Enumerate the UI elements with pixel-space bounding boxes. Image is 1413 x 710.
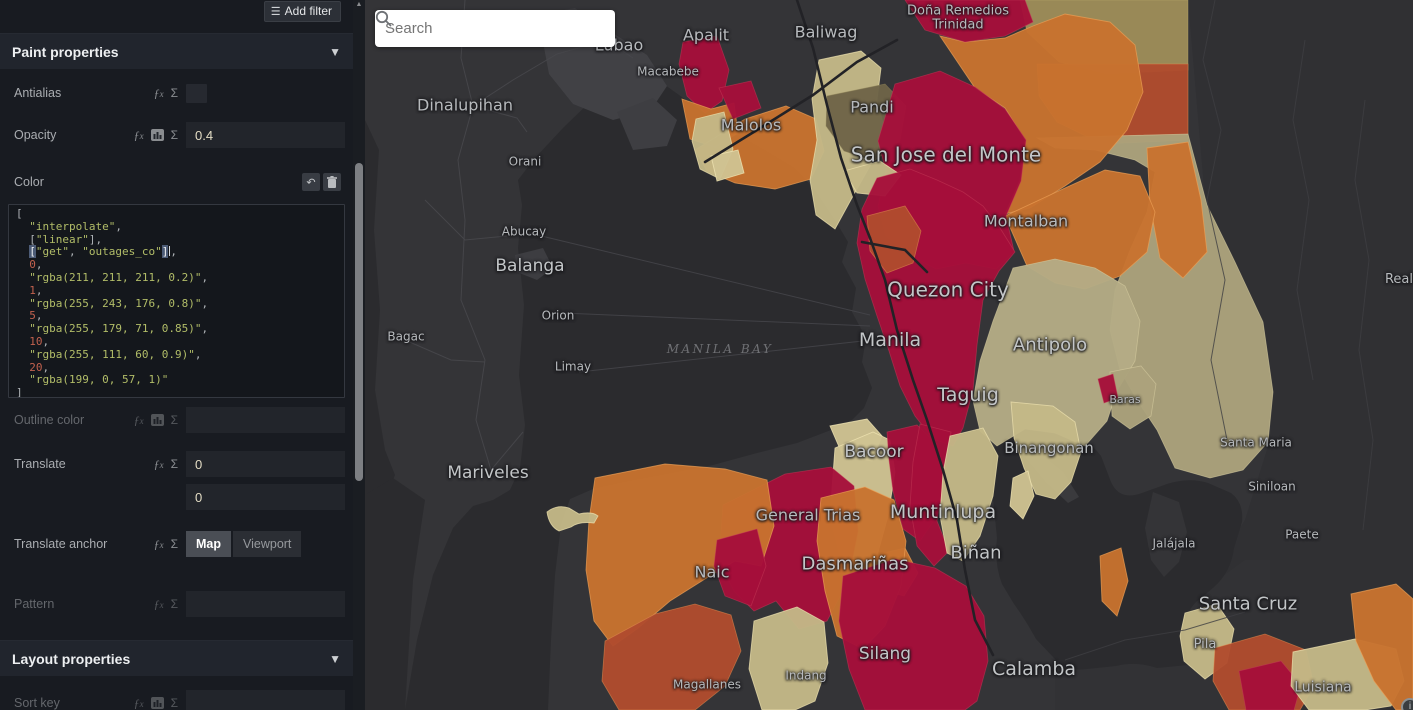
property-row-pattern: Pattern ƒx Σ [0,590,353,618]
map-roads [404,0,1374,661]
zoom-function-icon[interactable]: Σ [170,86,178,100]
sort-key-label: Sort key [14,696,60,710]
property-row-sort-key: Sort key ƒx Σ [0,688,353,710]
data-expression-icon[interactable] [150,697,164,709]
property-row-outline-color: Outline color ƒx Σ [0,405,353,435]
anchor-viewport-button[interactable]: Viewport [233,531,302,557]
outline-color-label: Outline color [14,413,85,427]
translate-y-input[interactable] [186,484,345,510]
map-search-control [375,10,615,47]
function-icon[interactable]: ƒx [153,536,164,551]
sort-key-input[interactable] [186,690,345,710]
function-icon[interactable]: ƒx [133,412,144,427]
zoom-function-icon[interactable]: Σ [170,696,178,710]
function-icon[interactable]: ƒx [153,596,164,611]
filter-row: ☰ Add filter [0,0,353,28]
zoom-function-icon[interactable]: Σ [170,413,178,427]
antialias-checkbox[interactable] [186,83,207,103]
attribution-icon[interactable]: i [1401,698,1413,710]
opacity-label: Opacity [14,128,57,142]
data-expression-icon[interactable] [150,129,164,141]
water-bodies [365,58,1243,710]
section-title: Layout properties [12,650,131,667]
property-row-translate-y [0,483,353,511]
map-canvas[interactable]: Lubao Apalit Baliwag Doña Remedios Trinidad… [365,0,1413,710]
search-icon [375,10,392,27]
paint-properties-header[interactable]: Paint properties ▼ [0,33,353,69]
color-expression-code: [ "interpolate", ["linear"], ["get", "ou… [16,207,209,398]
function-icon[interactable]: ƒx [133,127,144,142]
zoom-function-icon[interactable]: Σ [170,537,178,551]
outline-color-input[interactable] [186,407,345,433]
translate-label: Translate [14,457,66,471]
translate-anchor-label: Translate anchor [14,537,108,551]
pattern-input[interactable] [186,591,345,617]
antialias-label: Antialias [14,86,62,100]
sidebar-scrollbar[interactable]: ▲ [353,0,365,710]
property-row-color: Color ↶ [0,171,353,193]
color-expression-editor[interactable]: [ "interpolate", ["linear"], ["get", "ou… [8,204,345,398]
property-row-antialias: Antialias ƒx Σ [0,77,353,109]
properties-sidebar: ☰ Add filter Paint properties ▼ Antialia… [0,0,353,710]
function-icon[interactable]: ƒx [133,695,144,710]
undo-icon[interactable]: ↶ [302,173,320,191]
property-row-translate: Translate ƒx Σ [0,450,353,478]
data-expression-icon[interactable] [150,414,164,426]
zoom-function-icon[interactable]: Σ [170,128,178,142]
anchor-map-button[interactable]: Map [186,531,231,557]
translate-x-input[interactable] [186,451,345,477]
filter-lines-icon: ☰ [270,5,281,18]
add-filter-button[interactable]: ☰ Add filter [263,1,341,22]
opacity-input[interactable] [186,122,345,148]
function-icon[interactable]: ƒx [153,456,164,471]
trash-icon[interactable] [323,173,341,191]
zoom-function-icon[interactable]: Σ [170,597,178,611]
function-icon[interactable]: ƒx [153,85,164,100]
pattern-label: Pattern [14,597,55,611]
zoom-function-icon[interactable]: Σ [170,457,178,471]
search-input[interactable] [385,20,605,37]
choropleth-regions [546,0,1413,710]
section-title: Paint properties [12,43,119,60]
color-label: Color [14,175,44,189]
chevron-down-icon: ▼ [329,651,341,666]
scroll-up-icon[interactable]: ▲ [355,1,363,8]
property-row-translate-anchor: Translate anchor ƒx Σ Map Viewport [0,530,353,558]
property-row-opacity: Opacity ƒx Σ [0,119,353,151]
layout-properties-header[interactable]: Layout properties ▼ [0,640,353,676]
scrollbar-thumb[interactable] [355,163,363,481]
chevron-down-icon: ▼ [329,44,341,59]
map-render [365,0,1413,710]
